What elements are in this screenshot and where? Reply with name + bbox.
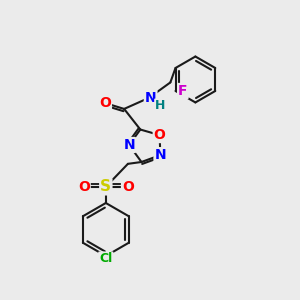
Text: H: H xyxy=(155,100,166,112)
Text: O: O xyxy=(78,180,90,194)
Text: F: F xyxy=(178,84,188,98)
Text: N: N xyxy=(123,138,135,152)
Text: O: O xyxy=(122,180,134,194)
Text: S: S xyxy=(100,179,111,194)
Text: O: O xyxy=(154,128,166,142)
Text: O: O xyxy=(99,96,111,110)
Text: N: N xyxy=(145,91,156,105)
Text: Cl: Cl xyxy=(99,252,112,266)
Text: N: N xyxy=(154,148,166,162)
